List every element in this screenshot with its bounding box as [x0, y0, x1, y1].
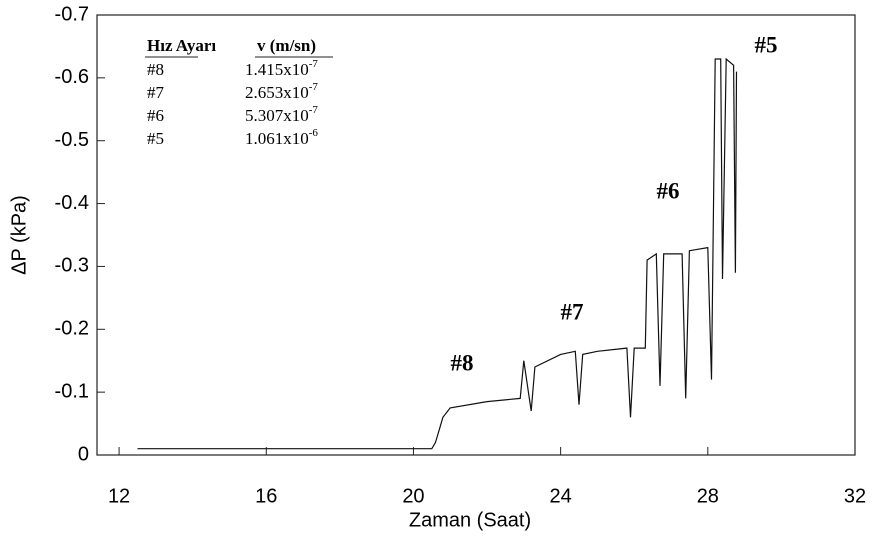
legend-header: v (m/sn): [257, 36, 316, 55]
y-tick-label: -0.1: [55, 380, 89, 402]
legend-exponent: -6: [309, 127, 319, 139]
legend-value: 1.415x10-7: [245, 58, 318, 79]
annotation: #8: [451, 350, 474, 375]
legend-exponent: -7: [309, 58, 319, 70]
legend-mantissa: 1.415x10: [245, 60, 309, 79]
annotation: #5: [755, 32, 778, 57]
annotation: #6: [657, 178, 680, 203]
x-tick-label: 28: [697, 485, 719, 507]
legend-mantissa: 1.061x10: [245, 129, 309, 148]
y-tick-label: -0.4: [55, 192, 89, 214]
x-tick-label: 16: [255, 485, 277, 507]
annotation: #7: [561, 299, 584, 324]
y-tick-label: 0: [78, 443, 89, 465]
y-tick-label: -0.3: [55, 255, 89, 277]
legend-label: #8: [147, 60, 164, 79]
legend-value: 2.653x10-7: [245, 81, 318, 102]
y-axis-label: ΔP (kPa): [8, 195, 30, 275]
x-tick-label: 24: [550, 485, 572, 507]
legend-mantissa: 2.653x10: [245, 83, 309, 102]
legend-exponent: -7: [309, 81, 319, 93]
legend-exponent: -7: [309, 104, 319, 116]
y-tick-label: -0.5: [55, 129, 89, 151]
y-tick-label: -0.7: [55, 3, 89, 25]
x-tick-label: 20: [402, 485, 424, 507]
legend-label: #6: [147, 106, 164, 125]
x-tick-label: 32: [844, 485, 866, 507]
y-tick-label: -0.6: [55, 66, 89, 88]
x-tick-label: 12: [108, 485, 130, 507]
legend-label: #5: [147, 129, 164, 148]
legend-label: #7: [147, 83, 165, 102]
plot-frame: [96, 14, 856, 456]
legend-value: 1.061x10-6: [245, 127, 318, 148]
legend-header: Hız Ayarı: [147, 36, 216, 55]
legend-mantissa: 5.307x10: [245, 106, 309, 125]
legend-value: 5.307x10-7: [245, 104, 318, 125]
data-line: [137, 57, 738, 450]
y-tick-label: -0.2: [55, 318, 89, 340]
x-axis-label: Zaman (Saat): [409, 509, 531, 531]
